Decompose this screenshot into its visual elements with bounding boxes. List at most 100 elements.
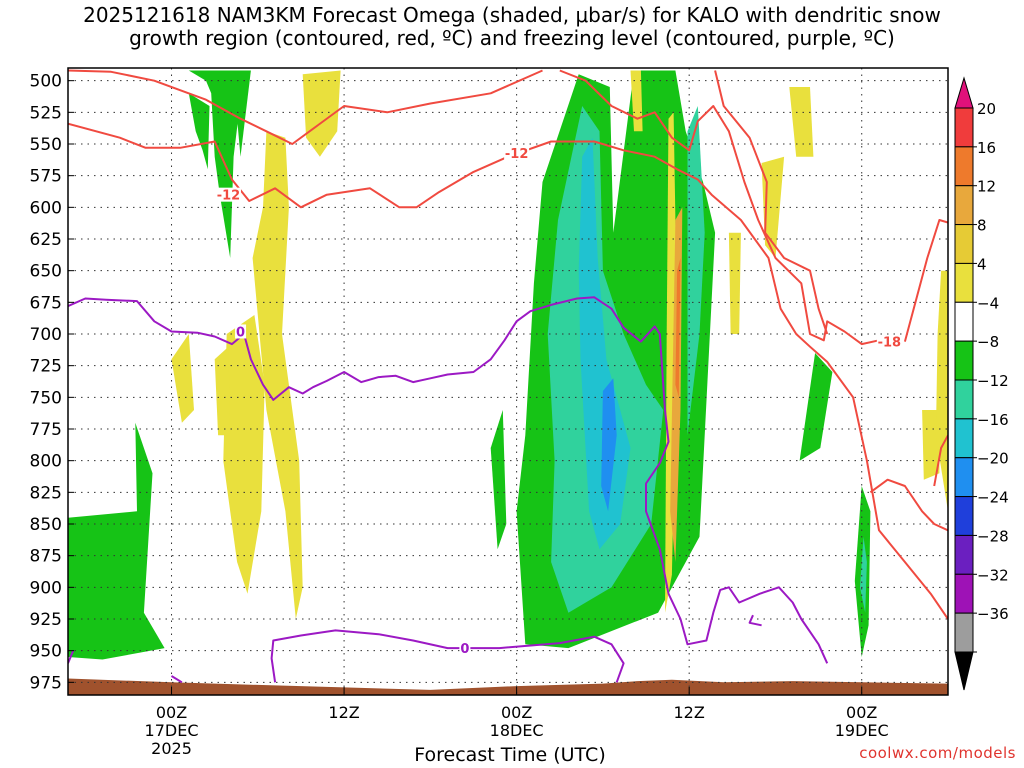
omega-region-neg12 (860, 536, 867, 613)
omega-region-neg8 (188, 93, 210, 170)
y-tick-label: 550 (30, 135, 62, 155)
colorbar-swatch (954, 146, 974, 187)
terrain (68, 678, 948, 695)
y-tick-label: 725 (30, 357, 62, 377)
omega-region-pos4 (171, 334, 194, 423)
colorbar: 20 16 12 8 4 −4 −8 −12 −16 −20 −24 −28 −32 −36 (954, 76, 1009, 691)
y-tick-label: 525 (30, 103, 62, 123)
y-tick-label: 900 (30, 578, 62, 598)
omega-region-neg12 (687, 106, 705, 436)
x-tick-label: 00Z (156, 703, 187, 722)
omega-region-pos4 (935, 270, 948, 512)
colorbar-swatch (954, 262, 974, 303)
colorbar-swatch (954, 612, 974, 653)
colorbar-label: 20 (977, 100, 996, 118)
omega-region-pos12 (675, 258, 681, 398)
colorbar-label: 4 (977, 255, 987, 273)
omega-region-pos4 (252, 131, 303, 620)
dgz-contour (714, 70, 829, 335)
colorbar-bottom-arrow (954, 651, 974, 691)
colorbar-swatch (954, 185, 974, 226)
contour-labels: -12 -12 -18 0 0 (215, 145, 902, 657)
colorbar-swatch (954, 534, 974, 575)
colorbar-label: −4 (977, 294, 999, 312)
y-tick-label: 500 (30, 72, 62, 92)
y-tick-label: 775 (30, 420, 62, 440)
y-tick-label: 575 (30, 167, 62, 187)
omega-region-neg20 (601, 378, 617, 512)
omega-region-neg16 (578, 137, 631, 550)
y-tick-label: 875 (30, 547, 62, 567)
colorbar-label: 16 (977, 139, 996, 157)
x-tick-label: 12Z (328, 703, 359, 722)
colorbar-label: −8 (977, 333, 999, 351)
colorbar-label: −28 (977, 527, 1009, 545)
omega-region-neg8 (799, 353, 833, 461)
omega-region-neg8 (490, 410, 507, 550)
dgz-contour (869, 478, 948, 532)
dgz-contour (559, 69, 880, 346)
title-line-1: 2025121618 NAM3KM Forecast Omega (shaded… (83, 3, 941, 27)
freezing-level-contour (68, 296, 829, 664)
omega-region-neg8 (68, 422, 165, 660)
contours (68, 69, 948, 684)
freezing-level-contour (270, 629, 625, 683)
axes: 500 525 550 575 600 625 650 675 700 725 750 775 800 8… (30, 67, 949, 758)
omega-region-pos4 (302, 70, 341, 157)
x-tick-label: 2025 (151, 739, 192, 758)
x-tick-label: 00Z (846, 703, 877, 722)
freezing-level-contour (748, 614, 762, 627)
colorbar-swatch (954, 418, 974, 459)
freezing-level-contour (68, 650, 75, 664)
colorbar-swatch (954, 301, 974, 342)
y-tick-label: 850 (30, 515, 62, 535)
omega-region-pos4 (665, 112, 678, 613)
y-tick-label: 925 (30, 610, 62, 630)
omega-region-pos4 (922, 410, 940, 480)
contour-label-bg (215, 187, 241, 202)
y-tick-label: 600 (30, 198, 62, 218)
dgz-contour (933, 434, 948, 487)
contour-label-bg (504, 145, 530, 160)
freezing-level-contour (170, 675, 183, 684)
chart-title: 2025121618 NAM3KM Forecast Omega (shaded… (0, 4, 1024, 50)
dgz-contour (68, 122, 948, 620)
x-tick-label: 17DEC (145, 721, 199, 740)
colorbar-label: −20 (977, 450, 1009, 468)
y-tick-label: 650 (30, 262, 62, 282)
contour-label-bg (235, 324, 247, 339)
y-tick-label: 825 (30, 483, 62, 503)
contour-label: -12 (217, 189, 241, 204)
omega-region-pos4 (223, 315, 265, 594)
colorbar-top-arrow (954, 76, 974, 109)
contour-label-bg (876, 334, 902, 349)
dgz-contour (68, 69, 543, 145)
colorbar-swatch (954, 340, 974, 381)
terrain-fill (68, 678, 948, 695)
dgz-contour (903, 219, 948, 342)
credit-text: coolwx.com/models (859, 744, 1016, 762)
x-tick-label: 19DEC (835, 721, 889, 740)
colorbar-label: −16 (977, 411, 1009, 429)
omega-region-pos4 (214, 346, 231, 436)
grid (68, 68, 948, 695)
y-tick-label: 950 (30, 642, 62, 662)
contour-label: 0 (460, 642, 469, 657)
contour-label: -18 (878, 336, 902, 351)
omega-region-pos4 (728, 232, 741, 334)
omega-region-neg8 (188, 70, 244, 258)
colorbar-label: 12 (977, 178, 996, 196)
colorbar-swatch (954, 496, 974, 536)
y-tick-label: 700 (30, 325, 62, 345)
x-tick-label: 00Z (501, 703, 532, 722)
colorbar-swatch (954, 573, 974, 614)
colorbar-swatch (954, 379, 974, 420)
y-tick-label: 625 (30, 230, 62, 250)
omega-shading (68, 70, 948, 660)
colorbar-label: −12 (977, 372, 1009, 390)
x-tick-label: 18DEC (490, 721, 544, 740)
colorbar-swatch (954, 457, 974, 498)
y-tick-label: 675 (30, 293, 62, 313)
contour-label: 0 (236, 325, 245, 340)
